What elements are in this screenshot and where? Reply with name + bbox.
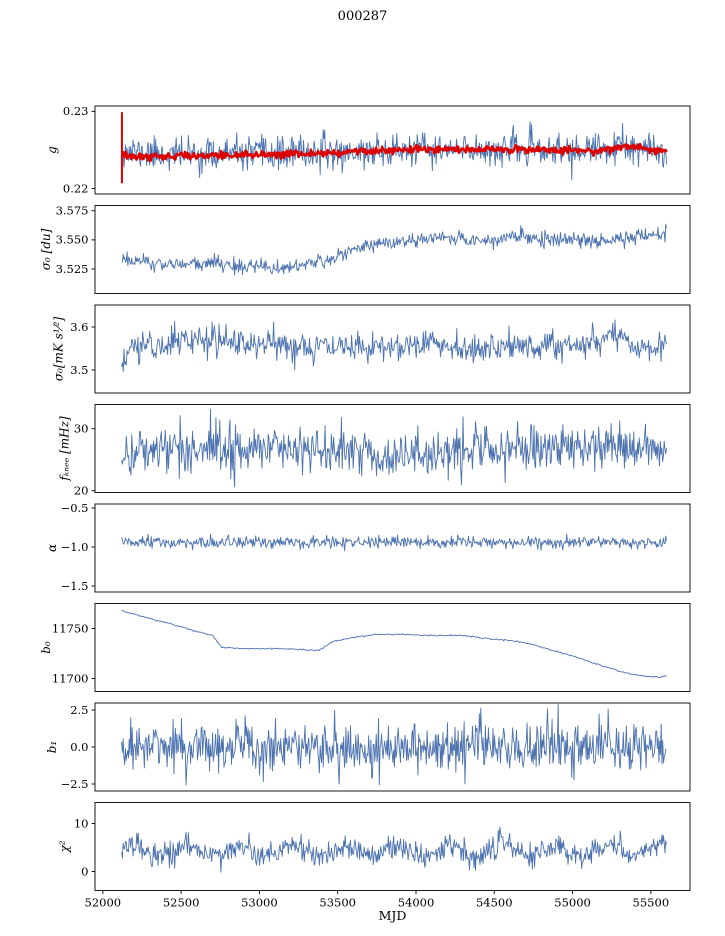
y-tick-label: −1.0 (61, 540, 89, 554)
x-tick-label: 52500 (163, 896, 200, 910)
y-axis-title: b₀ (39, 641, 53, 654)
series-line-gain-smoothed (120, 142, 668, 162)
y-tick-label: −0.5 (61, 501, 89, 515)
x-tick-label: 54500 (476, 896, 513, 910)
y-axis-title: g (45, 146, 59, 154)
y-axis-title: fₖₙₑₑ [mHz] (58, 416, 72, 482)
y-tick-label: 0.0 (70, 740, 88, 754)
y-tick-label: 3.575 (56, 204, 89, 218)
y-axis-title: b₁ (45, 741, 59, 754)
y-tick-label: 10 (74, 816, 89, 830)
series-line-fknee (121, 408, 667, 488)
y-tick-label: 3.550 (56, 233, 89, 247)
series-line-chi2 (121, 826, 667, 873)
y-tick-label: 30 (74, 421, 89, 435)
y-tick-label: 20 (74, 483, 89, 497)
panel-axes (94, 105, 691, 195)
x-tick-label: 55500 (633, 896, 670, 910)
y-tick-label: −1.5 (61, 579, 89, 593)
panel-axes (94, 503, 691, 593)
y-axis-title: α (45, 544, 59, 552)
y-tick-label: 3.525 (56, 262, 89, 276)
y-tick-label: 3.5 (70, 363, 88, 377)
x-tick-label: 54000 (398, 896, 435, 910)
y-tick-label: 0.22 (63, 181, 89, 195)
series-line-baseline-b1 (121, 703, 667, 786)
series-line-sigma0-mks (121, 319, 667, 372)
series-line-alpha (121, 533, 667, 552)
panel-axes (94, 205, 691, 294)
x-tick-label: 55000 (554, 896, 591, 910)
y-axis-title: σ₀[mK s¹⁄²] (51, 317, 65, 382)
panel-axes (94, 304, 691, 394)
y-tick-label: 0.23 (63, 104, 89, 118)
panel-axes (94, 603, 691, 692)
y-axis-title: χ² (58, 840, 72, 853)
panel-axes (94, 404, 691, 493)
x-tick-label: 52000 (85, 896, 122, 910)
series-line-sigma0-du (121, 223, 667, 276)
panel-axes (94, 802, 691, 891)
y-tick-label: 0 (81, 864, 88, 878)
y-tick-label: −2.5 (61, 777, 89, 791)
series-line-baseline-b0 (121, 610, 667, 678)
x-tick-label: 53000 (241, 896, 278, 910)
y-tick-label: 11700 (52, 671, 89, 685)
y-tick-label: 2.5 (70, 703, 88, 717)
x-axis-label: MJD (378, 908, 407, 923)
y-tick-label: 11750 (52, 621, 89, 635)
x-tick-label: 53500 (319, 896, 356, 910)
chart-title: 000287 (337, 9, 388, 24)
y-axis-title: σ₀ [du] (39, 228, 53, 270)
y-tick-label: 3.6 (70, 320, 88, 334)
